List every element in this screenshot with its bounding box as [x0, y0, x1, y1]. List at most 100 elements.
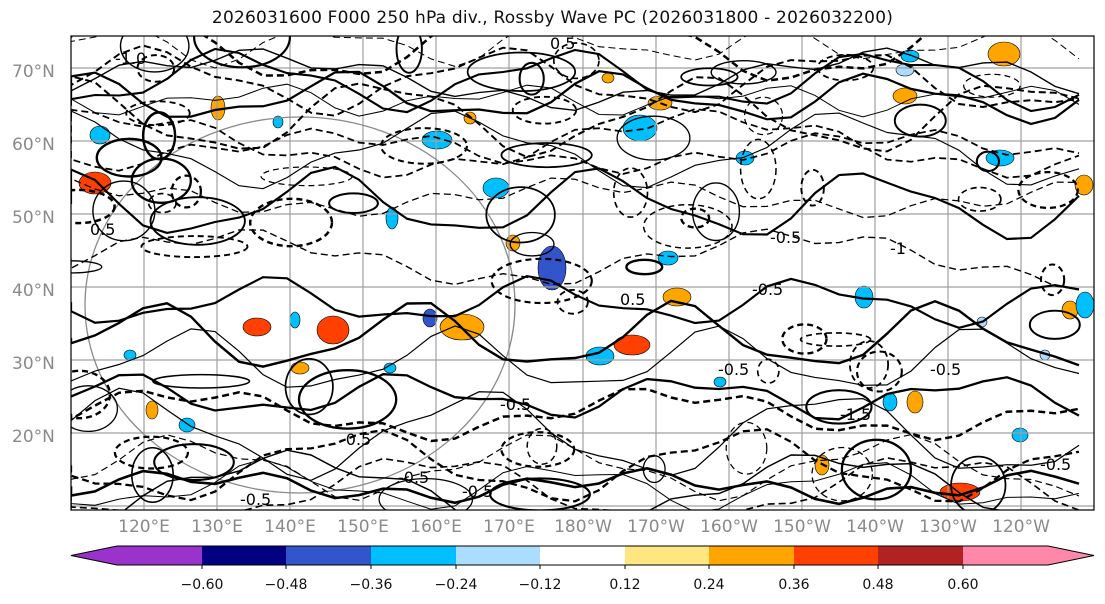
colorbar-segment [709, 546, 794, 565]
positive-contour [71, 458, 1080, 510]
divergence-patch [622, 114, 658, 142]
lat-tick-label: 20°N [12, 427, 55, 447]
positive-contour [466, 51, 577, 92]
contour-label: -0.5 [500, 395, 531, 414]
colorbar-tick-label: 0.48 [862, 577, 894, 593]
negative-contour [136, 54, 176, 83]
colorbar-segment [202, 546, 286, 565]
positive-contour [149, 196, 246, 246]
divergence-patch [422, 308, 438, 328]
contour-label: -0.5 [718, 360, 749, 379]
negative-contour [799, 332, 872, 347]
positive-contour [328, 192, 379, 215]
positive-contour [71, 83, 1080, 118]
divergence-patch [1074, 174, 1094, 196]
colorbar-segment [878, 546, 963, 565]
divergence-patch [1075, 291, 1094, 319]
positive-contour [625, 258, 664, 276]
contour-label: -0.5 [1040, 455, 1071, 474]
divergence-patch [647, 95, 673, 111]
negative-contour [500, 431, 576, 468]
negative-contour [71, 177, 1080, 219]
divergence-patch [987, 41, 1021, 67]
negative-contour [855, 350, 903, 393]
colorbar-tick-label: 0.36 [778, 577, 810, 593]
contour-label: -1.5 [840, 405, 871, 424]
positive-contour [691, 182, 741, 242]
colorbar-outline [70, 545, 1095, 566]
positive-contour [71, 325, 1080, 388]
positive-contour [485, 186, 556, 244]
great-circle-outline [84, 116, 516, 494]
lon-tick-label: 130°E [191, 517, 243, 537]
negative-contour [140, 235, 249, 259]
divergence-patch [537, 245, 567, 291]
lat-tick-label: 40°N [12, 281, 55, 301]
positive-contour [395, 36, 423, 74]
divergence-patch [601, 72, 615, 84]
negative-contour [526, 427, 558, 465]
colorbar-tick-label: 0.12 [609, 577, 641, 593]
divergence-patch [145, 400, 159, 420]
negative-contour [71, 127, 1080, 175]
negative-contour [739, 138, 777, 200]
divergence-patch [613, 334, 651, 356]
lat-tick-label: 60°N [12, 135, 55, 155]
negative-contour [725, 421, 768, 475]
colorbar-segment [371, 546, 456, 565]
positive-contour [616, 115, 691, 161]
colorbar-segment [456, 546, 540, 565]
colorbar-extend-min [71, 546, 202, 565]
negative-contour [170, 174, 203, 209]
lon-tick-label: 140°E [264, 517, 316, 537]
contour-label: -1.0 [115, 49, 146, 68]
contour-label: -0.5 [240, 490, 271, 509]
negative-contour [71, 36, 1080, 69]
negative-contour [811, 446, 874, 502]
lat-tick-label: 30°N [12, 354, 55, 374]
divergence-patch [316, 315, 350, 345]
positive-contour [71, 70, 1080, 126]
contour-labels: -1.0 0.5 -0.5 -0.5 -0.5 -0.5 0.5 -0.5 -0.5 -0.5 -1… [90, 34, 1071, 509]
negative-contour [71, 75, 1080, 159]
positive-contour [509, 231, 555, 257]
positive-contour [71, 373, 1080, 421]
positive-contour [680, 67, 739, 87]
positive-contour [489, 477, 591, 510]
negative-contour [957, 186, 1002, 212]
negative-contour [113, 435, 190, 470]
negative-contour [490, 257, 593, 305]
negative-contour [248, 197, 334, 248]
colorbar-tick-label: 0.24 [693, 577, 725, 593]
contour-label: -0.5 [340, 430, 371, 449]
negative-contour [379, 127, 469, 165]
colorbar-tick-label: −0.12 [518, 577, 562, 593]
colorbar-tick-label: −0.60 [180, 577, 224, 593]
negative-contour [71, 433, 1080, 502]
positive-contour [1028, 309, 1081, 340]
lon-tick-label: 120°W [992, 517, 1050, 537]
divergence-patch [289, 311, 301, 329]
negative-contour [1017, 170, 1079, 210]
lon-tick-label: 160°W [700, 517, 758, 537]
colorbar-extend-max [963, 546, 1094, 565]
contour-label: 0.5 [550, 34, 575, 53]
negative-contour [781, 323, 828, 355]
positive-contour [518, 61, 545, 96]
lon-tick-label: 170°W [627, 517, 685, 537]
colorbar-segment [286, 546, 371, 565]
divergence-patch [657, 250, 679, 266]
positive-contour [975, 150, 1001, 173]
positive-contour [95, 137, 163, 178]
positive-contour [193, 36, 291, 69]
map-frame [70, 35, 1095, 511]
lat-tick-label: 70°N [12, 62, 55, 82]
positive-contour [297, 369, 398, 430]
contour-label: -0.5 [462, 482, 493, 501]
contour-label: -0.5 [770, 228, 801, 247]
contour-label: -0.5 [930, 360, 961, 379]
colorbar [70, 545, 1095, 569]
positive-contour [71, 299, 1080, 368]
lat-tick-label: 50°N [12, 208, 55, 228]
